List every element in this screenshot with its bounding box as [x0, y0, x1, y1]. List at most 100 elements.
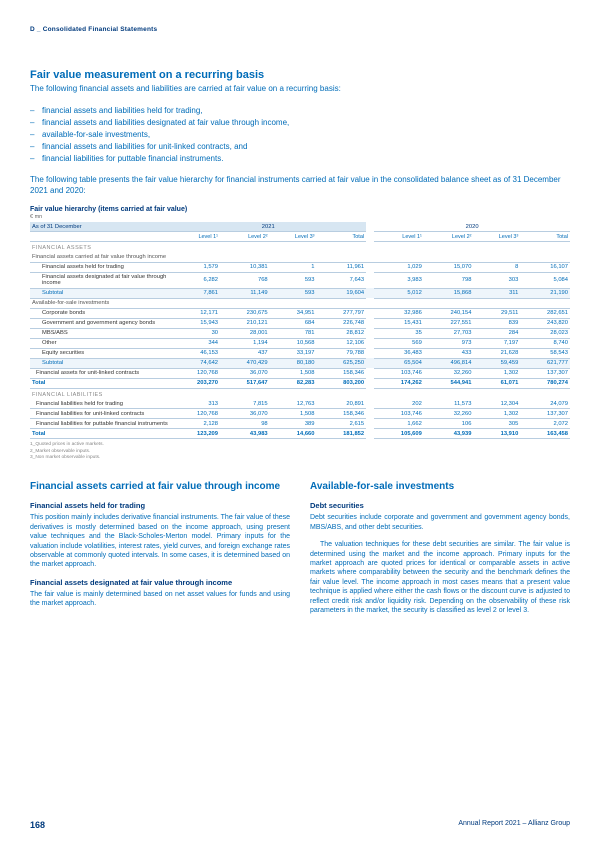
cell-value: 158,346 — [317, 409, 367, 419]
table-subsection-label: Available-for-sale investments — [30, 298, 570, 308]
cell-value: 1,302 — [473, 368, 520, 378]
cell-value: 277,797 — [317, 308, 367, 318]
cell-value: 202 — [374, 399, 424, 409]
cell-value: 33,197 — [270, 348, 317, 358]
cell-value: 43,983 — [220, 429, 270, 439]
row-label: MBS/ABS — [30, 328, 170, 338]
cell-value: 7,197 — [473, 338, 520, 348]
table-row: Financial assets designated at fair valu… — [30, 272, 570, 288]
col-level: Level 3³ — [473, 232, 520, 242]
intro-text: The following financial assets and liabi… — [30, 84, 570, 95]
row-label: Subtotal — [30, 288, 170, 298]
cell-value: 7,815 — [220, 399, 270, 409]
two-column-section: Financial assets carried at fair value t… — [30, 481, 570, 624]
cell-value: 1,029 — [374, 262, 424, 272]
cell-value: 973 — [424, 338, 474, 348]
year-2021: 2021 — [170, 222, 366, 232]
cell-value: 11,573 — [424, 399, 474, 409]
col-level: Level 1¹ — [374, 232, 424, 242]
left-col-title: Financial assets carried at fair value t… — [30, 481, 290, 493]
cell-value: 12,171 — [170, 308, 220, 318]
col-level: Level 1¹ — [170, 232, 220, 242]
cell-value: 19,604 — [317, 288, 367, 298]
cell-value: 305 — [473, 419, 520, 429]
cell-value: 12,763 — [270, 399, 317, 409]
section-header: D _ Consolidated Financial Statements — [30, 26, 570, 33]
cell-value: 36,070 — [220, 368, 270, 378]
right-p2: The valuation techniques for these debt … — [310, 540, 570, 616]
cell-value: 1,579 — [170, 262, 220, 272]
cell-value: 230,675 — [220, 308, 270, 318]
cell-value: 313 — [170, 399, 220, 409]
page-number: 168 — [30, 820, 45, 830]
cell-value: 28,812 — [317, 328, 367, 338]
cell-value: 7,861 — [170, 288, 220, 298]
cell-value: 839 — [473, 318, 520, 328]
cell-value: 768 — [220, 272, 270, 288]
row-label: Financial liabilities for unit-linked co… — [30, 409, 170, 419]
cell-value: 781 — [270, 328, 317, 338]
cell-value: 226,748 — [317, 318, 367, 328]
row-label: Financial liabilities for puttable finan… — [30, 419, 170, 429]
cell-value: 10,568 — [270, 338, 317, 348]
cell-value: 174,262 — [374, 378, 424, 388]
row-label: Total — [30, 378, 170, 388]
cell-value: 21,628 — [473, 348, 520, 358]
left-column: Financial assets carried at fair value t… — [30, 481, 290, 624]
row-label: Corporate bonds — [30, 308, 170, 318]
cell-value: 6,282 — [170, 272, 220, 288]
table-row: Corporate bonds12,171230,67534,951277,79… — [30, 308, 570, 318]
cell-value: 1,194 — [220, 338, 270, 348]
cell-value: 1,302 — [473, 409, 520, 419]
cell-value: 282,651 — [520, 308, 570, 318]
cell-value: 5,084 — [520, 272, 570, 288]
bullet-item: available-for-sale investments, — [30, 129, 570, 141]
cell-value: 43,939 — [424, 429, 474, 439]
table-title: Fair value hierarchy (items carried at f… — [30, 206, 570, 213]
cell-value: 137,307 — [520, 368, 570, 378]
cell-value: 12,304 — [473, 399, 520, 409]
cell-value: 61,071 — [473, 378, 520, 388]
cell-value: 437 — [220, 348, 270, 358]
cell-value: 10,381 — [220, 262, 270, 272]
cell-value: 123,209 — [170, 429, 220, 439]
cell-value: 29,511 — [473, 308, 520, 318]
cell-value: 80,180 — [270, 358, 317, 368]
bullet-item: financial assets and liabilities for uni… — [30, 141, 570, 153]
table-section-label: FINANCIAL ASSETS — [30, 242, 570, 253]
asof-label: As of 31 December — [30, 222, 170, 232]
cell-value: 103,746 — [374, 409, 424, 419]
col-level: Total — [520, 232, 570, 242]
left-sub1: Financial assets held for trading — [30, 501, 290, 511]
body-text: The following table presents the fair va… — [30, 175, 570, 197]
footnote: 3_Non market observable inputs. — [30, 455, 570, 461]
right-sub1: Debt securities — [310, 501, 570, 511]
table-unit: € mn — [30, 214, 570, 220]
cell-value: 517,647 — [220, 378, 270, 388]
col-level: Level 3³ — [270, 232, 317, 242]
cell-value: 27,703 — [424, 328, 474, 338]
row-label: Total — [30, 429, 170, 439]
row-label: Financial assets held for trading — [30, 262, 170, 272]
row-label: Financial liabilities held for trading — [30, 399, 170, 409]
cell-value: 120,768 — [170, 409, 220, 419]
cell-value: 344 — [170, 338, 220, 348]
cell-value: 79,788 — [317, 348, 367, 358]
cell-value: 2,072 — [520, 419, 570, 429]
cell-value: 15,868 — [424, 288, 474, 298]
cell-value: 46,153 — [170, 348, 220, 358]
cell-value: 544,941 — [424, 378, 474, 388]
cell-value: 34,951 — [270, 308, 317, 318]
cell-value: 303 — [473, 272, 520, 288]
cell-value: 2,615 — [317, 419, 367, 429]
cell-value: 74,642 — [170, 358, 220, 368]
page-footer: 168 Annual Report 2021 – Allianz Group — [30, 820, 570, 830]
col-level: Level 2² — [220, 232, 270, 242]
cell-value: 470,429 — [220, 358, 270, 368]
table-section-label: FINANCIAL LIABILITIES — [30, 388, 570, 399]
cell-value: 30 — [170, 328, 220, 338]
cell-value: 2,128 — [170, 419, 220, 429]
right-p1: Debt securities include corporate and go… — [310, 513, 570, 532]
cell-value: 1 — [270, 262, 317, 272]
cell-value: 780,274 — [520, 378, 570, 388]
